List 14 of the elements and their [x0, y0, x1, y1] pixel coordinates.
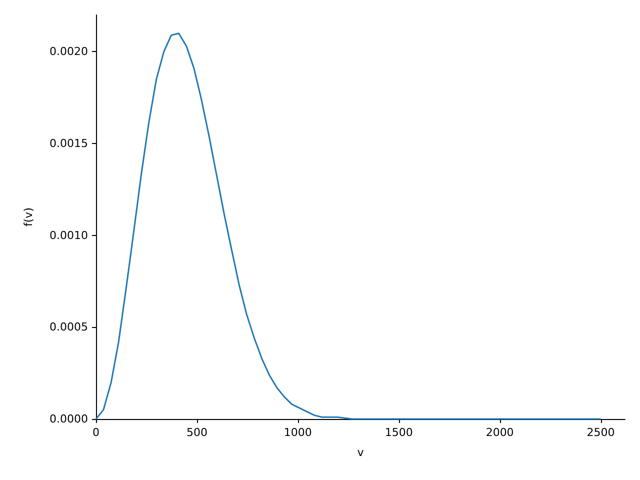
- line-series: [95, 32, 602, 420]
- y-tick-label: 0.0005: [50, 320, 88, 334]
- y-tick-label: 0.0000: [50, 412, 88, 426]
- y-tick-label: 0.0010: [50, 228, 88, 242]
- x-tick-label: 0: [92, 426, 100, 439]
- x-tick-label: 500: [186, 426, 208, 439]
- y-tick-label: 0.0020: [50, 45, 88, 58]
- x-tick-label: 2500: [586, 426, 615, 439]
- x-tick-label: 1500: [384, 426, 413, 439]
- y-axis-title: f(v): [22, 208, 35, 226]
- x-tick-label: 2000: [486, 426, 514, 439]
- x-axis-title: v: [357, 446, 364, 459]
- y-tick-label: 0.0015: [50, 137, 88, 150]
- x-tick-label: 1000: [284, 426, 312, 439]
